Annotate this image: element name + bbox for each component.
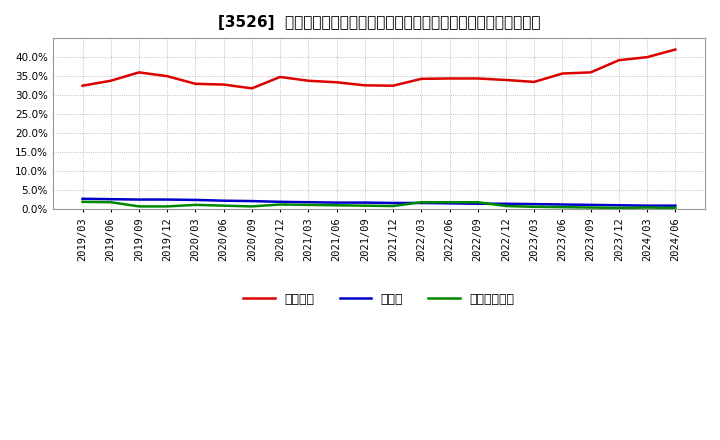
Title: [3526]  自己資本、のれん、繰延税金資産の総資産に対する比率の推移: [3526] 自己資本、のれん、繰延税金資産の総資産に対する比率の推移 [217, 15, 540, 30]
のれん [78, 196, 87, 202]
繰延税金資産 [389, 203, 397, 209]
のれん [248, 198, 256, 204]
のれん [474, 201, 482, 206]
のれん [191, 197, 199, 202]
繰延税金資産 [248, 204, 256, 209]
繰延税金資産 [474, 200, 482, 205]
繰延税金資産 [361, 203, 369, 208]
のれん [304, 200, 312, 205]
繰延税金資産 [135, 204, 143, 209]
繰延税金資産 [276, 202, 284, 207]
のれん [502, 201, 510, 206]
のれん [586, 202, 595, 208]
Line: のれん: のれん [83, 199, 675, 205]
のれん [332, 200, 341, 205]
自己資本 [530, 79, 539, 84]
繰延税金資産 [220, 203, 228, 208]
繰延税金資産 [502, 203, 510, 209]
繰延税金資産 [530, 204, 539, 209]
繰延税金資産 [445, 200, 454, 205]
自己資本 [163, 73, 171, 79]
のれん [135, 197, 143, 202]
繰延税金資産 [558, 205, 567, 210]
繰延税金資産 [417, 200, 426, 205]
のれん [558, 202, 567, 207]
繰延税金資産 [643, 205, 652, 210]
自己資本 [191, 81, 199, 86]
繰延税金資産 [671, 205, 680, 211]
自己資本 [276, 74, 284, 80]
繰延税金資産 [163, 204, 171, 209]
のれん [220, 198, 228, 203]
のれん [445, 201, 454, 206]
自己資本 [502, 77, 510, 83]
のれん [107, 197, 115, 202]
繰延税金資産 [304, 202, 312, 208]
自己資本 [586, 70, 595, 75]
自己資本 [615, 58, 624, 63]
繰延税金資産 [107, 200, 115, 205]
のれん [276, 199, 284, 205]
のれん [530, 202, 539, 207]
自己資本 [445, 76, 454, 81]
自己資本 [671, 47, 680, 52]
自己資本 [248, 86, 256, 91]
のれん [361, 200, 369, 205]
自己資本 [220, 82, 228, 87]
自己資本 [107, 78, 115, 84]
のれん [417, 200, 426, 205]
自己資本 [474, 76, 482, 81]
自己資本 [558, 71, 567, 76]
のれん [643, 203, 652, 208]
自己資本 [78, 83, 87, 88]
自己資本 [304, 78, 312, 84]
繰延税金資産 [78, 199, 87, 205]
自己資本 [361, 83, 369, 88]
自己資本 [135, 70, 143, 75]
Line: 自己資本: 自己資本 [83, 50, 675, 88]
繰延税金資産 [586, 205, 595, 210]
のれん [163, 197, 171, 202]
自己資本 [643, 55, 652, 60]
Legend: 自己資本, のれん, 繰延税金資産: 自己資本, のれん, 繰延税金資産 [238, 288, 520, 311]
繰延税金資産 [615, 205, 624, 211]
Line: 繰延税金資産: 繰延税金資産 [83, 202, 675, 208]
自己資本 [389, 83, 397, 88]
自己資本 [332, 80, 341, 85]
のれん [389, 200, 397, 205]
繰延税金資産 [191, 202, 199, 208]
のれん [671, 203, 680, 208]
のれん [615, 203, 624, 208]
自己資本 [417, 76, 426, 81]
繰延税金資産 [332, 203, 341, 208]
